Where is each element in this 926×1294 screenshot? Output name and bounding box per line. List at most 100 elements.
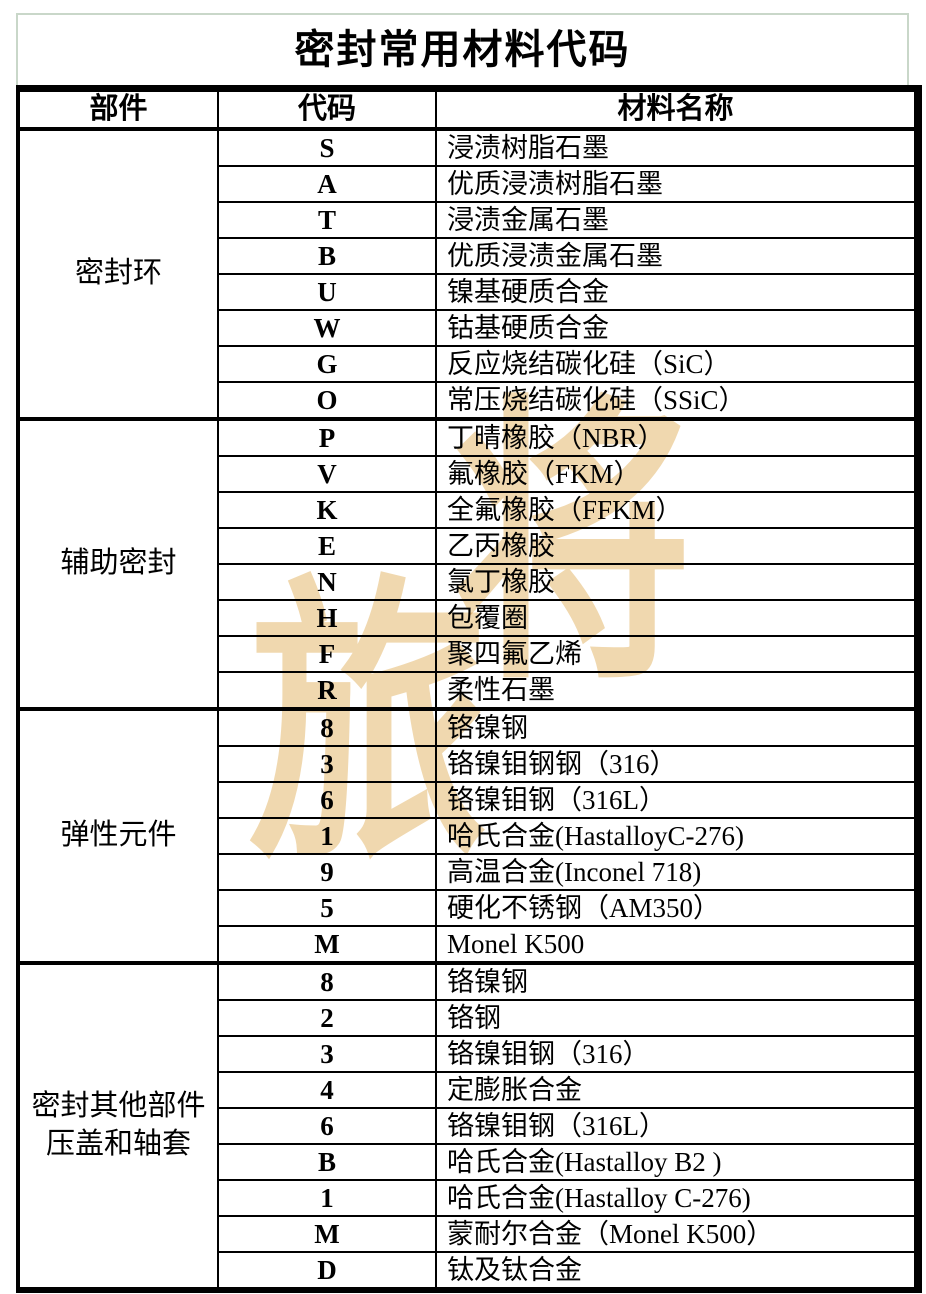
material-cell: 包覆圈	[435, 599, 919, 637]
table-row: M 蒙耐尔合金（Monel K500）	[18, 1215, 919, 1253]
material-cell: 钴基硬质合金	[435, 309, 919, 347]
section-label-elastic-element: 弹性元件	[17, 707, 219, 964]
page-title: 密封常用材料代码	[294, 27, 631, 72]
header-part: 部件	[17, 87, 219, 131]
table-header-row: 部件 代码 材料名称	[17, 87, 919, 131]
material-cell: 镍基硬质合金	[435, 273, 919, 311]
table-row: 2 铬钢	[18, 999, 919, 1037]
code-cell: 2	[217, 999, 437, 1037]
title-box: 密封常用材料代码	[16, 13, 909, 87]
code-cell: G	[217, 345, 437, 383]
table-row: 9 高温合金(Inconel 718)	[18, 853, 919, 891]
material-cell: 铬镍钼钢（316L）	[435, 1107, 919, 1145]
code-cell: M	[217, 925, 437, 964]
section-label-seal-ring: 密封环	[17, 127, 219, 420]
material-cell: 优质浸渍树脂石墨	[435, 165, 919, 203]
table-row: B 优质浸渍金属石墨	[18, 237, 919, 275]
code-cell: 8	[217, 707, 437, 747]
code-cell: 5	[217, 889, 437, 927]
material-cell: 铬镍钢	[435, 961, 919, 1001]
table-row: 5 硬化不锈钢（AM350）	[18, 889, 919, 927]
material-cell: 优质浸渍金属石墨	[435, 237, 919, 275]
code-cell: B	[217, 1143, 437, 1181]
code-cell: 8	[217, 961, 437, 1001]
table-row: U 镍基硬质合金	[18, 273, 919, 311]
material-cell: 硬化不锈钢（AM350）	[435, 889, 919, 927]
table-row: G 反应烧结碳化硅（SiC）	[18, 345, 919, 383]
code-cell: 4	[217, 1071, 437, 1109]
material-codes-table: 部件 代码 材料名称 密封环 S 浸渍树脂石墨 A 优质浸渍树脂石墨 T 浸渍金…	[16, 85, 922, 1293]
table-row: 辅助密封 P 丁晴橡胶（NBR）	[17, 417, 919, 710]
material-cell: 柔性石墨	[435, 671, 919, 710]
code-cell: W	[217, 309, 437, 347]
table-row: 1 哈氏合金(Hastalloy C-276)	[18, 1179, 919, 1217]
material-cell: 哈氏合金(Hastalloy B2 )	[435, 1143, 919, 1181]
code-cell: F	[217, 635, 437, 673]
code-cell: S	[217, 127, 437, 167]
table-row: B 哈氏合金(Hastalloy B2 )	[18, 1143, 919, 1181]
code-cell: 3	[217, 745, 437, 783]
table-row: 3 铬镍钼钢（316）	[18, 1035, 919, 1073]
code-cell: T	[217, 201, 437, 239]
material-cell: 铬镍钼钢（316L）	[435, 781, 919, 819]
table-row: A 优质浸渍树脂石墨	[18, 165, 919, 203]
code-cell: U	[217, 273, 437, 311]
material-cell: 铬镍钼钢钢（316）	[435, 745, 919, 783]
section-label-auxiliary-seal: 辅助密封	[17, 417, 219, 710]
table-row: V 氟橡胶（FKM）	[18, 455, 919, 493]
code-cell: 6	[217, 781, 437, 819]
table-row: D 钛及钛合金	[18, 1251, 919, 1291]
material-cell: 聚四氟乙烯	[435, 635, 919, 673]
section-label-other-parts: 密封其他部件 压盖和轴套	[17, 961, 219, 1291]
table-row: 3 铬镍钼钢钢（316）	[18, 745, 919, 783]
code-cell: V	[217, 455, 437, 493]
table-row: M Monel K500	[18, 925, 919, 964]
code-cell: E	[217, 527, 437, 565]
material-cell: 哈氏合金(Hastalloy C-276)	[435, 1179, 919, 1217]
code-cell: M	[217, 1215, 437, 1253]
material-cell: Monel K500	[435, 925, 919, 964]
code-cell: O	[217, 381, 437, 420]
material-cell: 浸渍树脂石墨	[435, 127, 919, 167]
table-row: F 聚四氟乙烯	[18, 635, 919, 673]
material-cell: 高温合金(Inconel 718)	[435, 853, 919, 891]
table-row: H 包覆圈	[18, 599, 919, 637]
code-cell: 1	[217, 817, 437, 855]
code-cell: B	[217, 237, 437, 275]
table-row: W 钴基硬质合金	[18, 309, 919, 347]
table-row: 密封环 S 浸渍树脂石墨	[17, 127, 919, 420]
header-code: 代码	[217, 87, 437, 131]
table-row: O 常压烧结碳化硅（SSiC）	[18, 381, 919, 420]
table-row: 6 铬镍钼钢（316L）	[18, 781, 919, 819]
code-cell: 6	[217, 1107, 437, 1145]
material-cell: 蒙耐尔合金（Monel K500）	[435, 1215, 919, 1253]
material-cell: 哈氏合金(HastalloyC-276)	[435, 817, 919, 855]
material-cell: 氯丁橡胶	[435, 563, 919, 601]
material-cell: 铬钢	[435, 999, 919, 1037]
material-cell: 浸渍金属石墨	[435, 201, 919, 239]
table-row: 6 铬镍钼钢（316L）	[18, 1107, 919, 1145]
material-cell: 丁晴橡胶（NBR）	[435, 417, 919, 457]
code-cell: A	[217, 165, 437, 203]
header-material: 材料名称	[435, 87, 919, 131]
code-cell: 1	[217, 1179, 437, 1217]
table-row: 密封其他部件 压盖和轴套 8 铬镍钢	[17, 961, 919, 1291]
material-cell: 乙丙橡胶	[435, 527, 919, 565]
material-cell: 反应烧结碳化硅（SiC）	[435, 345, 919, 383]
table-row: N 氯丁橡胶	[18, 563, 919, 601]
table-row: E 乙丙橡胶	[18, 527, 919, 565]
table-row: T 浸渍金属石墨	[18, 201, 919, 239]
code-cell: P	[217, 417, 437, 457]
code-cell: D	[217, 1251, 437, 1291]
material-cell: 氟橡胶（FKM）	[435, 455, 919, 493]
material-cell: 钛及钛合金	[435, 1251, 919, 1291]
table-row: 4 定膨胀合金	[18, 1071, 919, 1109]
code-cell: 9	[217, 853, 437, 891]
table-row: K 全氟橡胶（FFKM）	[18, 491, 919, 529]
table-row: 弹性元件 8 铬镍钢	[17, 707, 919, 964]
code-cell: N	[217, 563, 437, 601]
table-row: R 柔性石墨	[18, 671, 919, 710]
code-cell: H	[217, 599, 437, 637]
material-cell: 全氟橡胶（FFKM）	[435, 491, 919, 529]
